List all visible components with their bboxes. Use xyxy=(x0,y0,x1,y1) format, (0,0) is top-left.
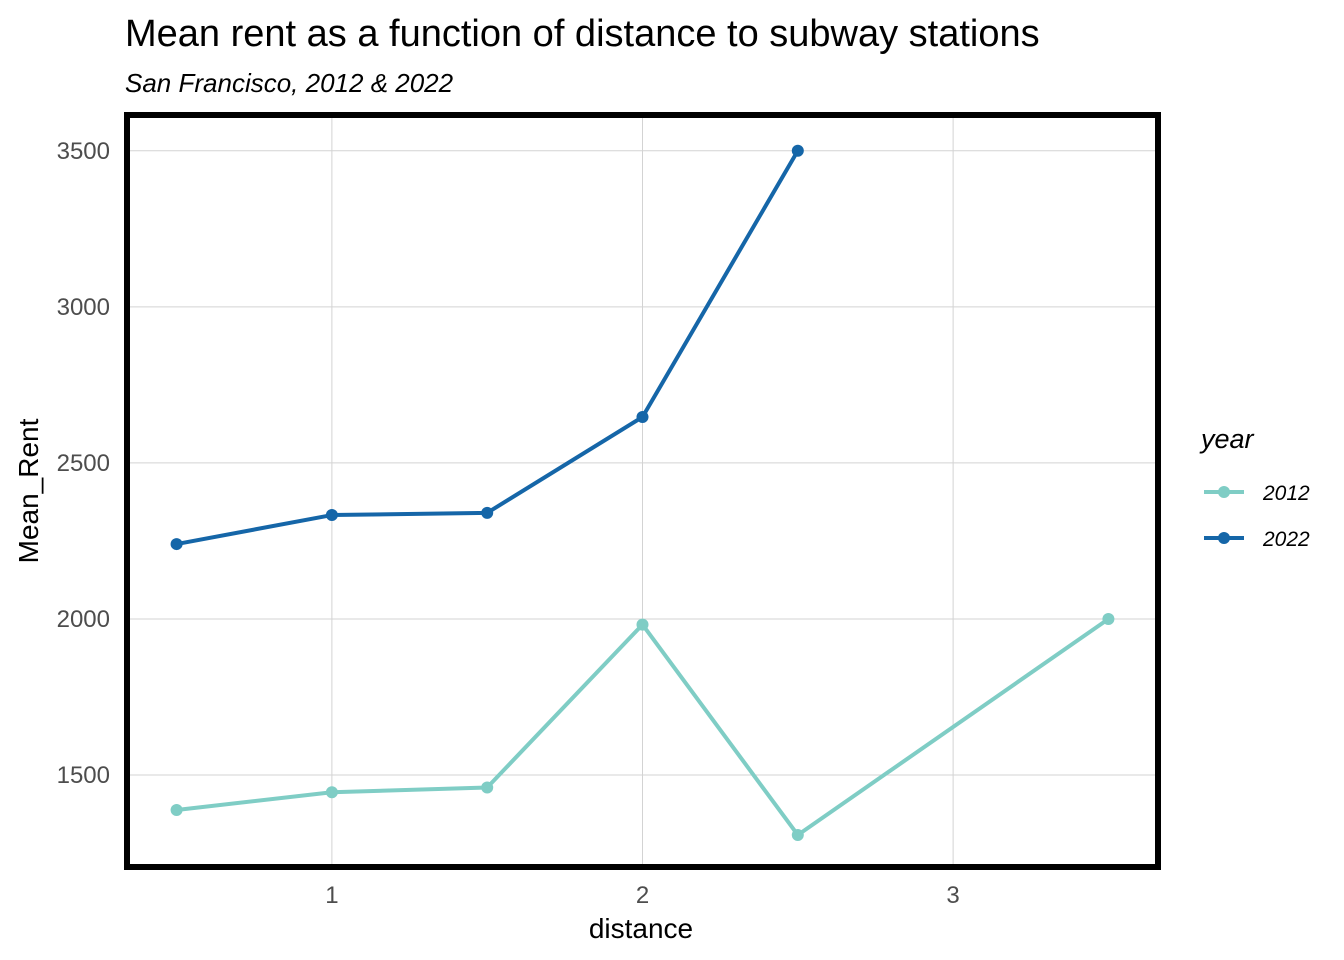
series-2022 xyxy=(170,144,804,551)
y-tick-label: 2000 xyxy=(57,606,110,633)
x-tick-label: 1 xyxy=(325,882,338,909)
data-point-2022 xyxy=(791,144,804,157)
legend-title: year xyxy=(1199,424,1255,454)
data-point-2022 xyxy=(170,538,183,551)
y-axis-ticks: 1500 2000 2500 3000 3500 xyxy=(57,138,110,789)
data-point-2012 xyxy=(481,781,494,794)
gridlines xyxy=(130,118,1155,864)
data-point-2012 xyxy=(1102,612,1115,625)
y-tick-label: 1500 xyxy=(57,762,110,789)
chart-title: Mean rent as a function of distance to s… xyxy=(125,13,1040,55)
x-axis-title: distance xyxy=(589,913,693,944)
data-point-2022 xyxy=(481,506,494,519)
data-point-2012 xyxy=(170,804,183,817)
plot-border xyxy=(124,112,1161,870)
x-axis-ticks: 1 2 3 xyxy=(325,882,960,909)
chart-subtitle: San Francisco, 2012 & 2022 xyxy=(125,68,454,98)
legend-keys: 2012 2022 xyxy=(1204,482,1310,551)
y-tick-label: 3000 xyxy=(57,294,110,321)
legend-key-point xyxy=(1218,532,1230,544)
data-point-2012 xyxy=(791,828,804,841)
legend-item-2022: 2022 xyxy=(1204,528,1310,551)
legend-item-2012: 2012 xyxy=(1204,482,1310,505)
x-tick-label: 2 xyxy=(636,882,649,909)
series-line-2022 xyxy=(174,148,800,547)
y-tick-label: 3500 xyxy=(57,138,110,165)
data-point-2022 xyxy=(325,509,338,522)
legend-label: 2012 xyxy=(1262,482,1310,505)
series-layer xyxy=(170,144,1115,841)
y-tick-label: 2500 xyxy=(57,450,110,477)
series-2012 xyxy=(170,612,1115,841)
x-tick-label: 3 xyxy=(946,882,959,909)
data-point-2022 xyxy=(636,411,649,424)
legend-label: 2022 xyxy=(1262,528,1310,551)
legend-key-point xyxy=(1218,486,1230,498)
legend: year 2012 2022 xyxy=(1199,424,1310,551)
data-point-2012 xyxy=(636,618,649,631)
series-line-2012 xyxy=(174,616,1111,837)
y-axis-title: Mean_Rent xyxy=(13,418,44,563)
data-point-2012 xyxy=(325,786,338,799)
